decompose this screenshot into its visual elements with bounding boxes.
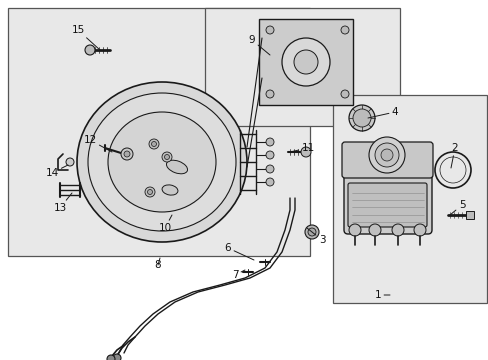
Bar bbox=[465, 211, 473, 219]
Bar bbox=[332, 95, 486, 303]
Text: 13: 13 bbox=[53, 193, 72, 213]
Circle shape bbox=[352, 109, 370, 127]
Circle shape bbox=[265, 26, 273, 34]
Text: 14: 14 bbox=[45, 165, 68, 178]
Circle shape bbox=[149, 139, 159, 149]
Circle shape bbox=[293, 50, 317, 74]
Circle shape bbox=[413, 224, 425, 236]
Ellipse shape bbox=[108, 112, 216, 212]
Circle shape bbox=[265, 165, 273, 173]
FancyBboxPatch shape bbox=[343, 156, 431, 234]
Circle shape bbox=[374, 143, 398, 167]
Circle shape bbox=[340, 90, 348, 98]
Circle shape bbox=[368, 137, 404, 173]
Circle shape bbox=[282, 38, 329, 86]
Circle shape bbox=[66, 158, 74, 166]
Bar bbox=[204, 8, 399, 126]
Text: 6: 6 bbox=[224, 243, 253, 260]
Circle shape bbox=[348, 224, 360, 236]
Text: 15: 15 bbox=[71, 25, 100, 50]
Circle shape bbox=[147, 189, 152, 194]
Circle shape bbox=[307, 228, 315, 236]
Text: 12: 12 bbox=[83, 135, 112, 152]
Circle shape bbox=[265, 178, 273, 186]
Circle shape bbox=[124, 151, 130, 157]
Text: 2: 2 bbox=[450, 143, 457, 168]
FancyBboxPatch shape bbox=[259, 19, 352, 105]
Circle shape bbox=[340, 26, 348, 34]
Circle shape bbox=[348, 105, 374, 131]
Text: 10: 10 bbox=[158, 215, 172, 233]
Circle shape bbox=[121, 148, 133, 160]
Circle shape bbox=[145, 187, 155, 197]
Text: 7: 7 bbox=[231, 270, 244, 280]
Circle shape bbox=[151, 141, 156, 147]
Text: 5: 5 bbox=[449, 200, 465, 215]
Text: 3: 3 bbox=[306, 228, 325, 245]
Text: 8: 8 bbox=[154, 258, 161, 270]
FancyBboxPatch shape bbox=[347, 183, 426, 227]
Circle shape bbox=[113, 354, 121, 360]
Text: 9: 9 bbox=[248, 35, 269, 55]
Circle shape bbox=[265, 90, 273, 98]
Circle shape bbox=[85, 45, 95, 55]
FancyBboxPatch shape bbox=[341, 142, 432, 178]
Text: 1: 1 bbox=[374, 290, 389, 300]
Text: 11: 11 bbox=[289, 143, 314, 153]
Circle shape bbox=[305, 225, 318, 239]
Ellipse shape bbox=[166, 160, 187, 174]
Circle shape bbox=[107, 355, 115, 360]
Ellipse shape bbox=[88, 93, 236, 231]
Circle shape bbox=[265, 151, 273, 159]
Ellipse shape bbox=[77, 82, 246, 242]
Text: 4: 4 bbox=[367, 107, 398, 118]
Circle shape bbox=[162, 152, 172, 162]
Circle shape bbox=[265, 138, 273, 146]
Circle shape bbox=[380, 149, 392, 161]
Bar bbox=[8, 8, 309, 256]
Circle shape bbox=[164, 154, 169, 159]
Circle shape bbox=[391, 224, 403, 236]
Ellipse shape bbox=[162, 185, 178, 195]
Circle shape bbox=[301, 147, 310, 157]
Circle shape bbox=[368, 224, 380, 236]
